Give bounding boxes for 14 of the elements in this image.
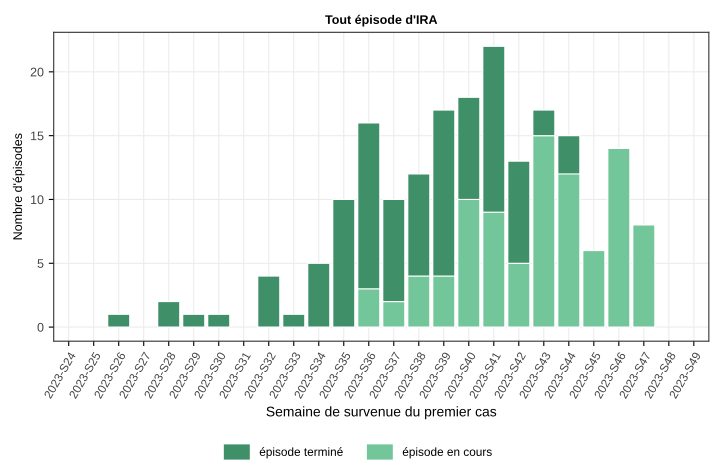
y-tick-label: 20 — [30, 68, 44, 76]
bar — [607, 148, 630, 328]
y-tick-label: 0 — [38, 322, 44, 332]
bar — [582, 250, 606, 328]
bar — [107, 314, 130, 328]
y-tick-label: 10 — [31, 195, 44, 204]
y-axis-title: Nombre d'épisodes — [12, 134, 25, 240]
x-axis-title: Semaine de survenue du premier cas — [266, 406, 496, 420]
bar — [632, 224, 656, 328]
y-tick-label: 5 — [38, 259, 44, 268]
chart-title: Tout épisode d'IRA — [325, 14, 438, 27]
legend-label: épisode terminé — [260, 447, 343, 458]
legend-label: épisode en cours — [402, 447, 492, 458]
y-tick-label: 15 — [31, 132, 44, 140]
